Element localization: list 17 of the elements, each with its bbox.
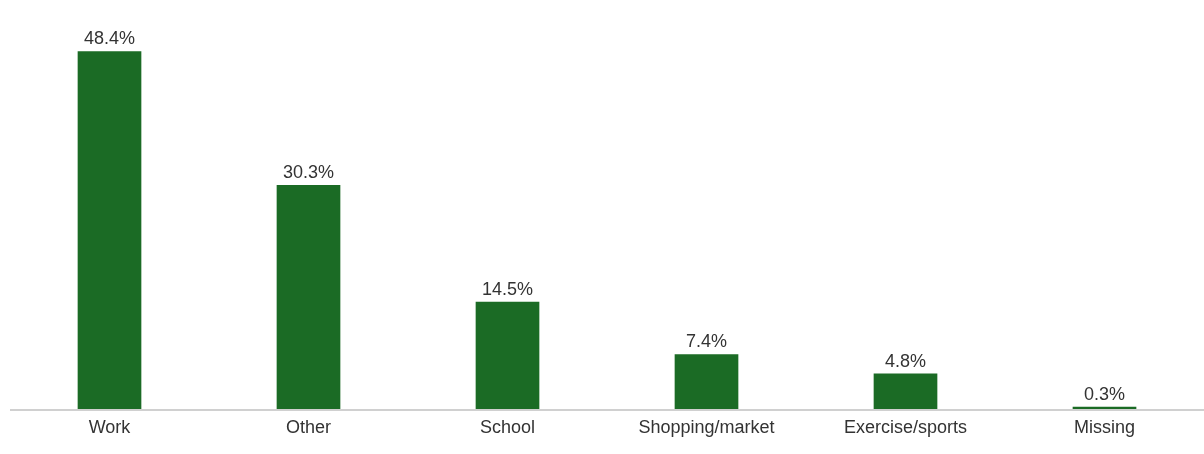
data-label: 0.3% xyxy=(1083,383,1126,404)
data-label: 4.8% xyxy=(884,350,927,371)
bar xyxy=(475,301,540,409)
x-tick-label: School xyxy=(479,416,536,437)
x-tick-label: Other xyxy=(285,416,332,437)
data-label: 14.5% xyxy=(481,278,534,299)
x-tick-label: Work xyxy=(88,416,132,437)
data-label: 7.4% xyxy=(685,331,728,352)
bar xyxy=(276,184,341,409)
bar xyxy=(674,354,739,409)
x-tick-label: Missing xyxy=(1073,416,1136,437)
data-label: 30.3% xyxy=(282,161,335,182)
x-tick-label: Shopping/market xyxy=(638,416,775,437)
data-label: 48.4% xyxy=(83,28,136,49)
x-tick-label: Exercise/sports xyxy=(843,416,968,437)
bar xyxy=(77,51,142,409)
bar xyxy=(873,373,938,409)
